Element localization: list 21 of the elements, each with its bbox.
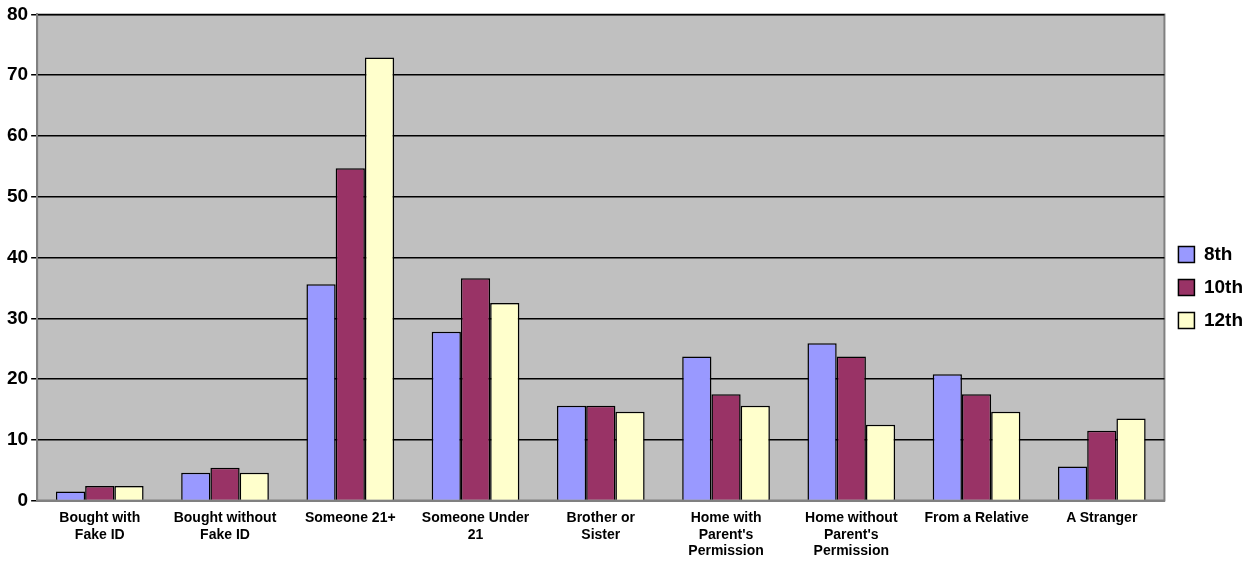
y-tick-label: 0	[17, 488, 29, 510]
y-tick-label: 70	[6, 63, 29, 85]
y-tick-label: 50	[6, 184, 29, 206]
x-tick-label: From a Relative	[924, 508, 1029, 525]
x-tick-label: Bought without Fake ID	[173, 508, 277, 542]
legend-label: 12th	[1203, 308, 1244, 330]
x-tick-label: Home with Parent's Permission	[688, 508, 764, 559]
x-tick-label: Home without Parent's Permission	[805, 508, 898, 559]
y-tick-label: 30	[6, 306, 29, 328]
x-tick-label: Someone 21+	[304, 508, 396, 525]
y-tick-label: 60	[6, 124, 29, 146]
y-tick-label: 10	[6, 428, 29, 450]
legend-label: 8th	[1203, 242, 1233, 264]
y-tick-label: 20	[6, 367, 29, 389]
y-tick-label: 80	[6, 2, 29, 24]
x-tick-label: Someone Under 21	[421, 508, 530, 542]
x-tick-label: A Stranger	[1066, 508, 1138, 525]
x-tick-label: Brother or Sister	[566, 508, 636, 542]
y-tick-label: 40	[6, 245, 29, 267]
legend-label: 10th	[1203, 275, 1244, 297]
x-tick-label: Bought with Fake ID	[59, 508, 141, 542]
